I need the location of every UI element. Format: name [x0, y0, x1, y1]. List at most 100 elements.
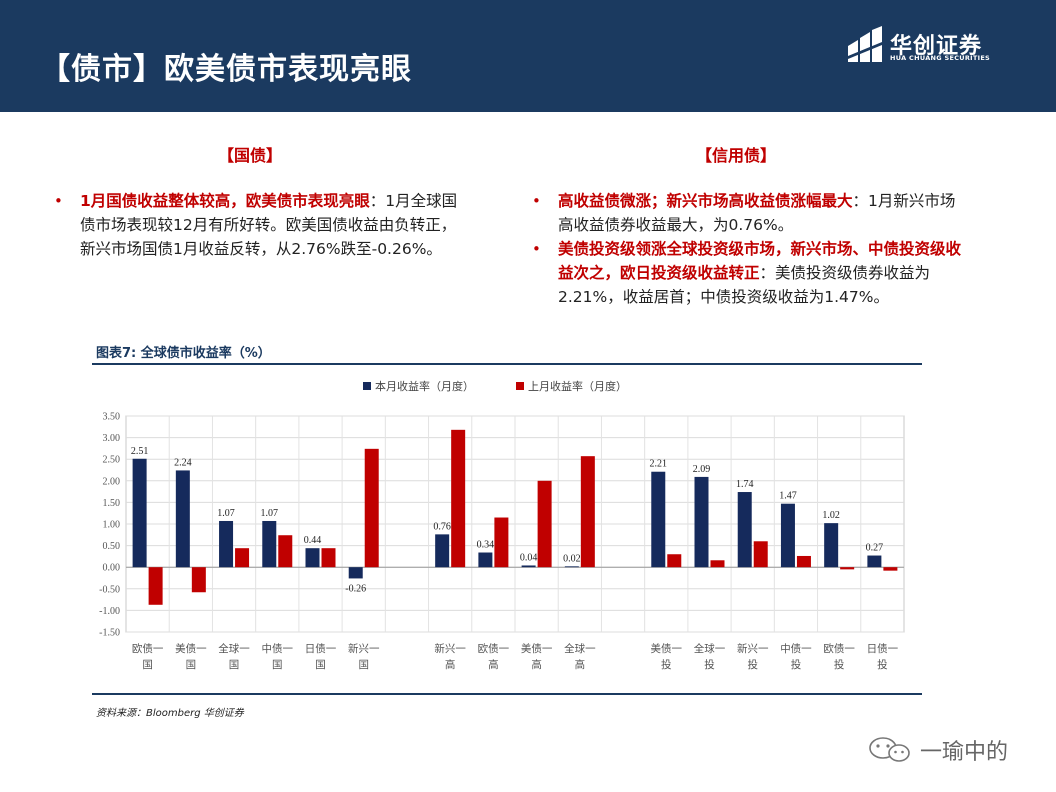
section-heading-govt: 【国债】	[218, 146, 283, 165]
bar-previous-month	[667, 554, 682, 568]
logo-text-en: HUA CHUANG SECURITIES	[890, 54, 991, 62]
bullet-text: ：1月全球国债市场表现较12月有所好转。欧美国债收益由负转正，新兴市场国债1月收…	[80, 192, 458, 258]
bond-return-chart: 3.50 3.00 2.50 2.00 1.50 1.00 0.50 0.00 -0.50 -1.…	[99, 379, 905, 671]
data-label: 1.07	[261, 508, 279, 519]
watermark-text: 一瑜中的	[920, 740, 1009, 765]
y-tick-label: 1.50	[103, 498, 121, 509]
y-tick-label: -1.00	[99, 606, 120, 617]
data-label: 0.34	[477, 540, 495, 551]
bar-previous-month	[235, 548, 250, 568]
x-category-label: 美债一	[651, 642, 683, 655]
bullet-highlight: 美债投资级领涨全球投资级市场，新兴市场、中债投资级收益次之，欧日投资级收益转正	[558, 240, 962, 282]
x-category-label: 高	[531, 658, 542, 671]
x-category-label: 投	[877, 658, 888, 671]
header-bar: 【债市】欧美债市表现亮眼 华创证券 HUA CHUANG SECURITIES	[0, 0, 1056, 112]
x-category-label: 高	[488, 658, 499, 671]
data-label: 1.74	[736, 479, 754, 490]
list-item: • 1月国债收益整体较高，欧美债市表现亮眼：1月全球国债市场表现较12月有所好转…	[54, 189, 462, 261]
x-category-label: 欧债一	[132, 642, 164, 655]
x-category-label: 中债一	[262, 642, 294, 655]
bar-previous-month	[710, 560, 725, 568]
x-category-label: 日债一	[305, 642, 337, 655]
bar-current-month	[824, 523, 839, 568]
bar-current-month	[564, 566, 579, 568]
bar-previous-month	[537, 480, 552, 568]
y-tick-label: 0.00	[103, 563, 121, 574]
x-category-label: 投	[747, 658, 758, 671]
bar-current-month	[262, 520, 277, 568]
bar-current-month	[867, 555, 882, 568]
source-note: 资料来源：Bloomberg 华创证券	[96, 708, 244, 719]
list-item: • 美债投资级领涨全球投资级市场，新兴市场、中债投资级收益次之，欧日投资级收益转…	[532, 237, 964, 309]
x-category-label: 美债一	[175, 642, 207, 655]
x-category-label: 国	[229, 659, 240, 671]
bar-previous-month	[451, 429, 466, 568]
page-title: 【债市】欧美债市表现亮眼	[40, 52, 412, 87]
y-tick-label: -0.50	[99, 584, 120, 595]
bar-previous-month	[753, 541, 768, 568]
logo-text-cn: 华创证券	[890, 34, 983, 59]
list-item: • 高收益债微涨；新兴市场高收益债涨幅最大：1月新兴市场高收益债券收益最大，为0…	[532, 189, 964, 237]
x-category-label: 投	[834, 658, 845, 671]
govt-bullets: • 1月国债收益整体较高，欧美债市表现亮眼：1月全球国债市场表现较12月有所好转…	[54, 189, 462, 261]
data-label: 0.44	[304, 535, 322, 546]
bar-current-month	[737, 492, 752, 568]
y-tick-label: 2.50	[103, 455, 121, 466]
data-label: 2.09	[693, 464, 711, 475]
bar-previous-month	[278, 535, 293, 568]
bar-current-month	[348, 567, 363, 579]
bar-current-month	[694, 476, 709, 568]
company-logo: 华创证券 HUA CHUANG SECURITIES	[846, 26, 1006, 66]
x-category-label: 全球一	[694, 642, 726, 655]
bar-current-month	[478, 552, 493, 568]
data-label: 1.47	[779, 491, 797, 502]
bar-current-month	[435, 534, 450, 568]
chart-title: 图表7: 全球债市收益率（%）	[96, 346, 271, 361]
chart-top-rule	[92, 363, 922, 365]
x-category-label: 国	[315, 659, 326, 671]
bullet-icon: •	[54, 192, 63, 210]
y-tick-label: 3.00	[103, 433, 121, 444]
bar-previous-month	[148, 567, 163, 605]
bar-previous-month	[191, 567, 206, 593]
logo-mark-icon	[848, 26, 882, 62]
bullet-icon: •	[532, 192, 541, 210]
legend-swatch-previous	[516, 382, 524, 390]
x-category-label: 投	[661, 658, 672, 671]
y-tick-label: 3.50	[103, 412, 121, 423]
data-label: 1.02	[822, 510, 840, 521]
section-heading-credit: 【信用债】	[696, 146, 777, 165]
x-category-label: 高	[445, 658, 456, 671]
bar-current-month	[175, 470, 190, 568]
x-category-label: 高	[575, 658, 586, 671]
x-category-label: 国	[186, 659, 197, 671]
bar-previous-month	[796, 555, 811, 568]
bullet-highlight: 高收益债微涨；新兴市场高收益债涨幅最大	[558, 192, 853, 210]
bullet-text: ：美债投资级债券收益为2.21%，收益居首；中债投资级收益为1.47%。	[558, 264, 931, 306]
bullet-highlight: 1月国债收益整体较高，欧美债市表现亮眼	[80, 192, 370, 210]
bar-current-month	[651, 471, 666, 568]
credit-bullets: • 高收益债微涨；新兴市场高收益债涨幅最大：1月新兴市场高收益债券收益最大，为0…	[532, 189, 964, 309]
data-label: 0.76	[433, 521, 451, 532]
x-category-label: 美债一	[521, 642, 553, 655]
data-label: 0.04	[520, 552, 538, 563]
y-tick-label: -1.50	[99, 628, 120, 639]
data-label: -0.26	[345, 583, 366, 594]
x-category-label: 国	[272, 659, 283, 671]
x-category-label: 新兴一	[348, 642, 380, 655]
data-label: 1.07	[217, 508, 235, 519]
legend-label-current: 本月收益率（月度）	[375, 379, 474, 393]
x-category-label: 国	[358, 659, 369, 671]
bar-current-month	[219, 520, 234, 568]
x-category-label: 新兴一	[434, 642, 466, 655]
x-category-label: 中债一	[780, 642, 812, 655]
bar-previous-month	[580, 456, 595, 568]
bar-current-month	[521, 565, 536, 568]
x-category-label: 投	[791, 658, 802, 671]
bar-current-month	[780, 503, 795, 568]
bar-previous-month	[840, 567, 855, 570]
bar-current-month	[305, 548, 320, 568]
y-tick-label: 2.00	[103, 476, 121, 487]
x-category-label: 新兴一	[737, 642, 769, 655]
data-label: 2.24	[174, 457, 192, 468]
